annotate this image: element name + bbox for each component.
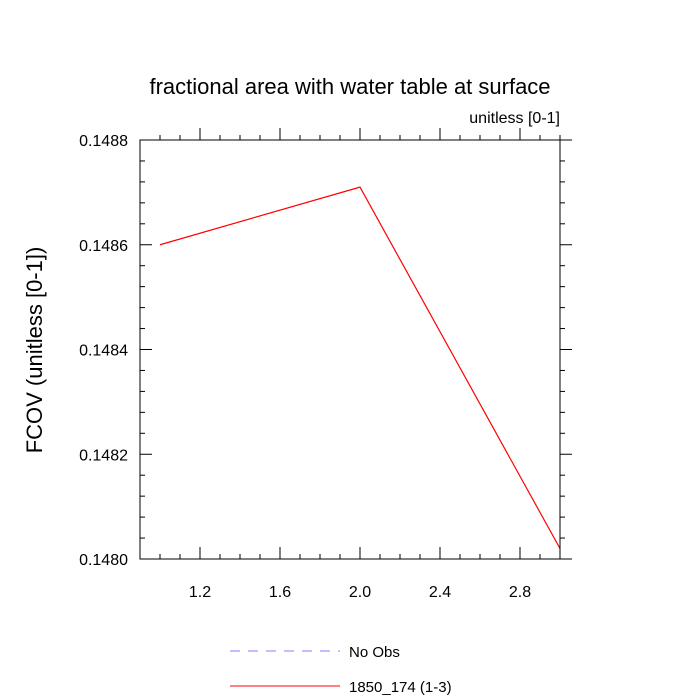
chart-title: fractional area with water table at surf… bbox=[149, 74, 550, 99]
legend-label-no-obs: No Obs bbox=[349, 644, 400, 661]
x-tick-label: 2.4 bbox=[429, 584, 451, 601]
x-tick-label: 1.2 bbox=[189, 584, 211, 601]
y-axis-label: FCOV (unitless [0-1]) bbox=[22, 247, 47, 454]
legend-label-1850-174: 1850_174 (1-3) bbox=[349, 679, 452, 696]
y-tick-label: 0.1488 bbox=[79, 133, 128, 150]
chart-subtitle: unitless [0-1] bbox=[469, 110, 560, 127]
y-axis-ticks: 0.1480 0.1482 0.1484 0.1486 0.1488 bbox=[79, 133, 572, 569]
plot-frame bbox=[139, 139, 561, 560]
legend: No Obs 1850_174 (1-3) bbox=[230, 644, 452, 696]
y-tick-label: 0.1486 bbox=[79, 238, 128, 255]
y-tick-label: 0.1484 bbox=[79, 343, 128, 360]
y-tick-label: 0.1482 bbox=[79, 447, 128, 464]
y-tick-label: 0.1480 bbox=[79, 552, 128, 569]
x-tick-label: 2.0 bbox=[349, 584, 371, 601]
series-layer bbox=[159, 186, 561, 549]
x-tick-label: 1.6 bbox=[269, 584, 291, 601]
series-line bbox=[159, 186, 561, 549]
x-tick-label: 2.8 bbox=[509, 584, 531, 601]
x-axis-ticks: 1.2 1.6 2.0 2.4 2.8 bbox=[159, 128, 561, 601]
